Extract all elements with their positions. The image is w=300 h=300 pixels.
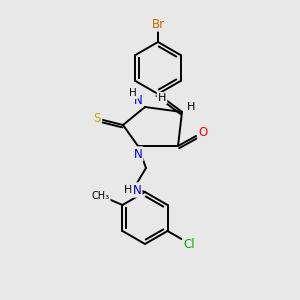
Text: Cl: Cl [184,238,195,250]
Text: H: H [187,102,195,112]
Text: S: S [93,112,101,124]
Text: O: O [198,127,208,140]
Text: N: N [134,94,142,106]
Text: H: H [124,185,132,195]
Text: Br: Br [152,17,165,31]
Text: H: H [158,93,166,103]
Text: H: H [129,88,137,98]
Text: N: N [134,148,142,160]
Text: CH₃: CH₃ [92,191,110,201]
Text: N: N [133,184,141,196]
